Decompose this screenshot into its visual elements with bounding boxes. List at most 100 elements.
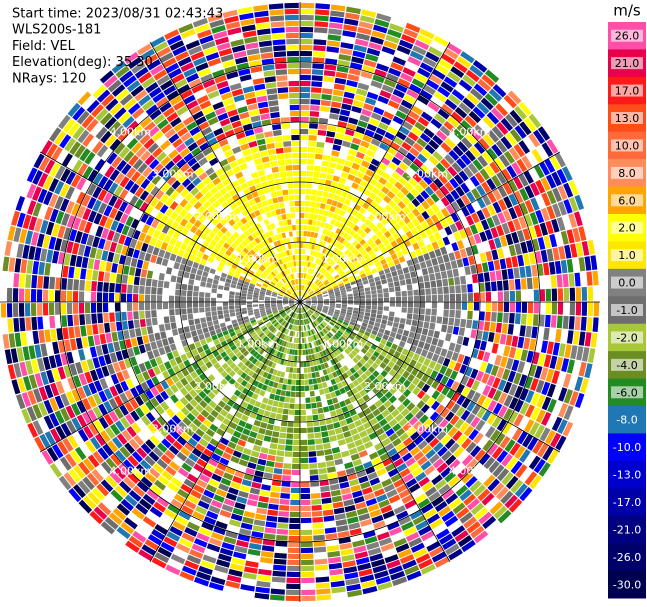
radar-cell [187,313,194,320]
radar-cell [55,380,65,395]
radar-cell [241,269,248,275]
radar-cell [473,432,484,445]
radar-cell [285,366,290,373]
radar-cell [254,439,263,447]
radar-cell [413,158,424,168]
radar-cell [381,157,391,166]
radar-cell [309,475,319,481]
radar-cell [341,294,347,298]
radar-cell [320,105,331,113]
radar-cell [266,323,273,328]
radar-cell [114,172,125,185]
radar-cell [395,237,403,245]
radar-cell [294,409,300,416]
radar-cell [255,367,261,374]
radar-cell [268,503,279,510]
radar-cell [240,302,247,306]
radar-cell [252,525,265,533]
radar-cell [377,354,385,362]
radar-cell [391,326,398,333]
radar-cell [196,571,212,581]
radar-cell [204,132,215,141]
radar-cell [232,381,241,389]
radar-cell [48,303,55,316]
radar-cell [308,379,313,385]
radar-cell [101,93,115,107]
radar-cell [187,290,193,297]
radar-cell [211,453,222,462]
radar-cell [188,452,199,463]
radar-cell [300,463,309,470]
radar-cell [223,498,236,507]
radar-cell [314,320,319,326]
radar-cell [68,468,81,483]
radar-cell [369,333,376,340]
radar-cell [416,371,424,380]
radar-cell [236,314,243,319]
radar-cell [306,287,310,293]
radar-cell [399,317,406,324]
radar-cell [290,318,294,324]
radar-cell [265,404,273,412]
radar-cell [61,153,73,167]
radar-cell [434,346,442,355]
radar-cell [330,489,341,497]
radar-cell [401,33,416,44]
radar-cell [305,302,312,304]
radar-cell [32,170,43,185]
radar-cell [186,521,200,532]
radar-cell [78,219,87,232]
radar-cell [247,272,254,278]
radar-cell [425,367,433,377]
radar-cell [546,205,556,220]
radar-cell [135,463,148,476]
radar-cell [356,376,364,384]
radar-cell [392,576,408,587]
radar-cell [144,205,154,215]
radar-cell [549,233,558,248]
radar-cell [412,313,419,321]
radar-cell [144,472,157,484]
radar-cell [248,198,256,206]
radar-cell [434,113,446,125]
radar-cell [371,289,377,295]
radar-cell [401,247,409,256]
radar-cell [292,373,297,379]
radar-cell [32,261,40,275]
radar-cell [31,274,38,289]
radar-cell [420,530,435,542]
radar-cell [316,190,324,197]
radar-cell [305,195,311,201]
radar-cell [356,424,365,433]
radar-cell [300,361,304,368]
radar-cell [492,389,502,402]
radar-cell [305,261,309,267]
radar-cell [395,296,402,302]
radar-cell [156,415,167,426]
radar-cell [345,417,354,425]
radar-cell [511,359,520,372]
radar-cell [264,231,271,238]
radar-cell [503,302,510,313]
radar-cell [200,281,207,287]
radar-cell [414,39,430,51]
radar-cell [193,538,208,548]
radar-cell [372,226,380,234]
radar-cell [253,292,259,296]
radar-cell [335,348,341,355]
radar-cell [175,380,184,390]
radar-cell [321,197,328,204]
radar-cell [420,89,433,101]
radar-cell [365,298,372,302]
radar-cell [346,583,361,592]
radar-cell [479,252,487,263]
radar-cell [306,280,310,286]
radar-cell [159,52,174,63]
radar-cell [452,326,460,335]
radar-cell [360,338,367,344]
radar-cell [162,302,169,310]
radar-cell [275,413,283,420]
radar-cell [310,306,316,310]
radar-cell [317,273,322,279]
radar-cell [286,282,291,288]
